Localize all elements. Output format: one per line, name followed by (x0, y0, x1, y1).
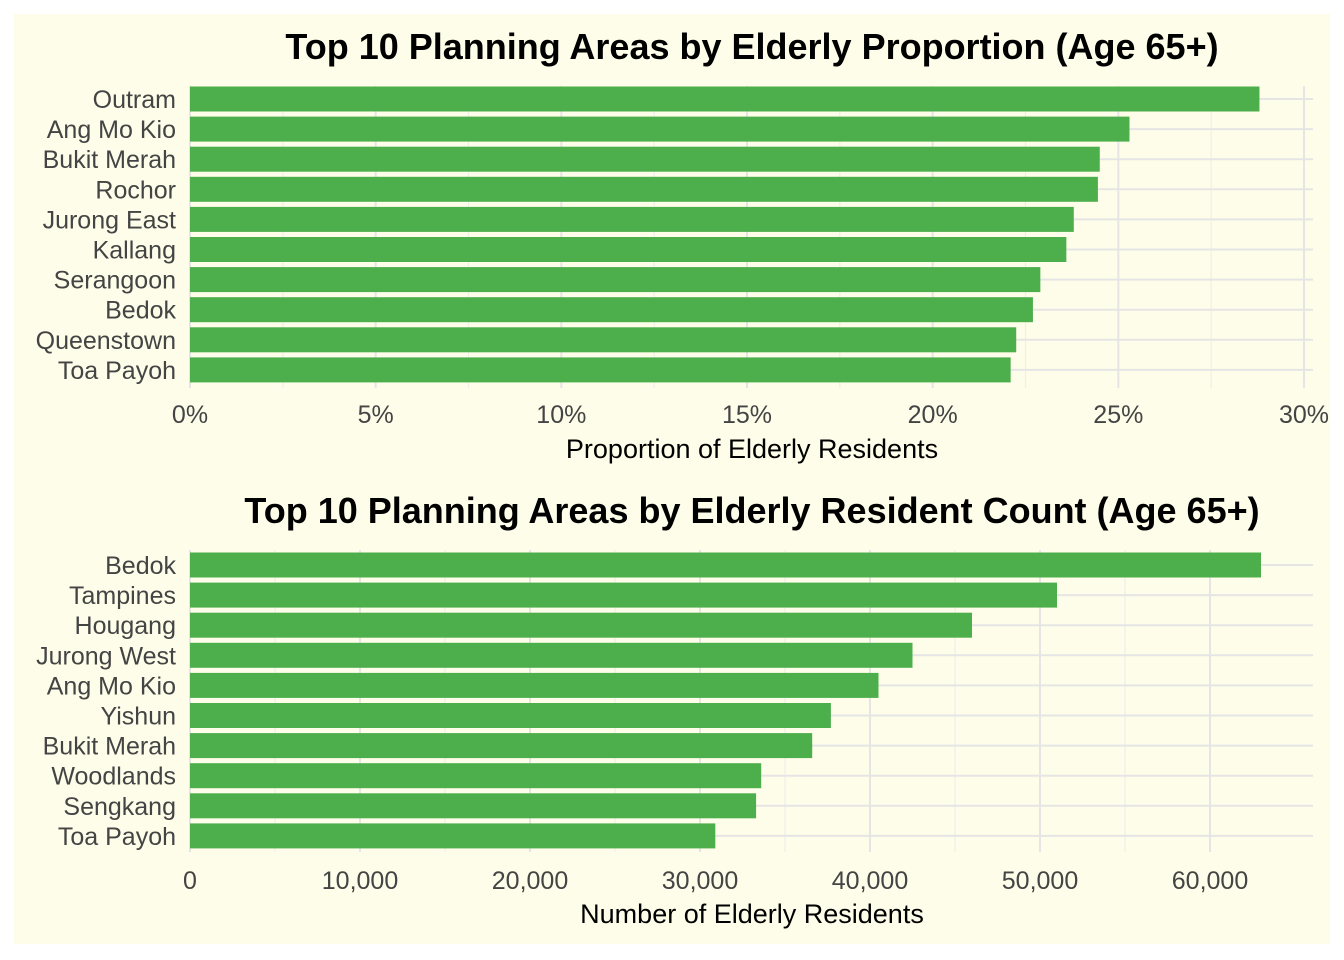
x-tick-label: 30,000 (662, 867, 738, 895)
x-tick-labels: 0 10,000 20,000 30,000 40,000 50,000 60,000 (183, 867, 1248, 895)
bar (190, 146, 1100, 172)
x-tick-label: 30% (1279, 401, 1329, 429)
category-label: Bedok (105, 552, 176, 580)
category-label: Queenstown (36, 327, 176, 355)
bar (190, 327, 1017, 353)
chart-title: Top 10 Planning Areas by Elderly Residen… (244, 490, 1259, 531)
count-chart: Top 10 Planning Areas by Elderly Residen… (36, 490, 1313, 929)
x-axis-label: Number of Elderly Residents (580, 899, 924, 929)
category-label: Outram (93, 86, 176, 114)
category-label: Yishun (100, 703, 176, 731)
bar (190, 116, 1130, 142)
bar (190, 823, 716, 849)
bar (190, 642, 913, 668)
x-tick-label: 10,000 (322, 867, 398, 895)
bar (190, 582, 1057, 608)
bar (190, 267, 1041, 293)
category-label: Rochor (95, 176, 176, 204)
category-label: Bukit Merah (43, 146, 176, 174)
bar (190, 357, 1011, 383)
x-tick-label: 10% (536, 401, 586, 429)
category-label: Hougang (75, 612, 176, 640)
bar (190, 672, 879, 698)
x-tick-label: 0 (183, 867, 197, 895)
x-axis-label: Proportion of Elderly Residents (566, 434, 938, 464)
x-tick-label: 40,000 (832, 867, 908, 895)
category-label: Jurong West (36, 642, 176, 670)
category-label: Toa Payoh (58, 357, 176, 385)
bar (190, 763, 762, 789)
x-tick-label: 0% (172, 401, 208, 429)
bar (190, 733, 813, 759)
category-label: Bedok (105, 297, 176, 325)
category-label: Ang Mo Kio (47, 116, 176, 144)
bar (190, 297, 1033, 323)
proportion-chart: Top 10 Planning Areas by Elderly Proport… (36, 26, 1329, 464)
bar (190, 612, 972, 638)
x-tick-label: 5% (358, 401, 394, 429)
category-label: Tampines (69, 582, 176, 610)
bar (190, 176, 1098, 202)
bar (190, 703, 831, 728)
x-tick-label: 60,000 (1172, 867, 1248, 895)
chart-title: Top 10 Planning Areas by Elderly Proport… (285, 26, 1218, 67)
category-label: Bukit Merah (43, 733, 176, 761)
category-label: Serangoon (54, 267, 176, 295)
bar (190, 552, 1261, 578)
x-tick-label: 25% (1093, 401, 1143, 429)
bar (190, 206, 1074, 232)
x-tick-label: 50,000 (1002, 867, 1078, 895)
bars (190, 552, 1261, 849)
x-tick-label: 20,000 (492, 867, 568, 895)
category-label: Jurong East (43, 206, 176, 234)
x-tick-label: 20% (908, 401, 958, 429)
category-label: Kallang (93, 237, 176, 265)
bar (190, 237, 1067, 262)
category-label: Toa Payoh (58, 823, 176, 851)
x-tick-label: 15% (722, 401, 772, 429)
bars (190, 86, 1260, 383)
category-label: Woodlands (51, 763, 176, 791)
category-label: Ang Mo Kio (47, 672, 176, 700)
bar (190, 86, 1260, 112)
x-tick-labels: 0% 5% 10% 15% 20% 25% 30% (172, 401, 1329, 429)
category-label: Sengkang (63, 793, 176, 821)
bar (190, 793, 757, 819)
